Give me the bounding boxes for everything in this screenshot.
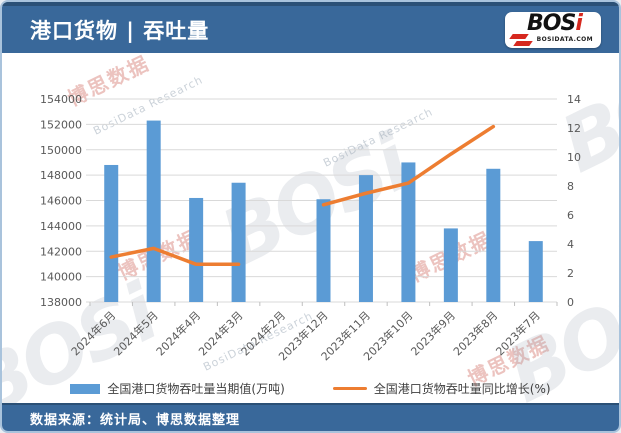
combo-chart: 138000 140000 142000 144000 146000 148000 1500… — [40, 93, 581, 363]
svg-text:14: 14 — [567, 93, 581, 106]
svg-text:4: 4 — [567, 238, 574, 251]
svg-text:146000: 146000 — [40, 195, 82, 208]
svg-text:2024年4月: 2024年4月 — [153, 308, 203, 358]
svg-text:2023年9月: 2023年9月 — [408, 308, 458, 358]
header-bar: 港口货物 | 吞吐量 BOSi BOSIDATA.COM — [2, 2, 619, 53]
page-title: 港口货物 | 吞吐量 — [30, 18, 210, 43]
legend-label-growth: 全国港口货物吞吐量同比增长(%) — [373, 382, 551, 396]
data-source-text: 数据来源：统计局、博思数据整理 — [30, 412, 241, 428]
svg-text:140000: 140000 — [40, 271, 82, 284]
svg-text:144000: 144000 — [40, 220, 82, 233]
svg-text:6: 6 — [567, 209, 574, 222]
chart-legend: 全国港口货物吞吐量当期值(万吨) 全国港口货物吞吐量同比增长(%) — [2, 380, 619, 397]
svg-text:2023年8月: 2023年8月 — [450, 308, 500, 358]
logo-text-main: BOS — [527, 11, 576, 36]
svg-text:8: 8 — [567, 180, 574, 193]
svg-text:2024年5月: 2024年5月 — [111, 308, 161, 358]
legend-item-growth: 全国港口货物吞吐量同比增长(%) — [332, 380, 551, 397]
svg-text:138000: 138000 — [40, 296, 82, 309]
line-swatch-icon — [332, 387, 367, 390]
svg-text:2: 2 — [567, 267, 574, 280]
logo-text: BOSi — [527, 11, 583, 36]
logo-text-i: i — [575, 11, 582, 36]
logo-stripe-icon — [509, 33, 529, 39]
legend-label-throughput: 全国港口货物吞吐量当期值(万吨) — [107, 382, 285, 396]
logo-stripe-icon — [513, 40, 533, 46]
svg-text:0: 0 — [567, 296, 574, 309]
svg-text:2023年7月: 2023年7月 — [493, 308, 543, 358]
svg-text:10: 10 — [567, 151, 581, 164]
footer-bar: 数据来源：统计局、博思数据整理 — [2, 403, 619, 431]
legend-item-throughput: 全国港口货物吞吐量当期值(万吨) — [70, 380, 285, 397]
svg-text:154000: 154000 — [40, 93, 82, 106]
logo-subtext: BOSIDATA.COM — [536, 35, 593, 43]
brand-logo: BOSi BOSIDATA.COM — [505, 11, 601, 48]
svg-text:148000: 148000 — [40, 169, 82, 182]
svg-text:12: 12 — [567, 122, 581, 135]
svg-text:142000: 142000 — [40, 245, 82, 258]
svg-text:150000: 150000 — [40, 144, 82, 157]
svg-text:152000: 152000 — [40, 118, 82, 131]
bar-swatch-icon — [70, 383, 101, 394]
svg-text:2024年3月: 2024年3月 — [196, 308, 246, 358]
chart-area: 博思数据 BosiData Research 博思数据 BosiData Res… — [2, 25, 619, 431]
svg-text:2024年6月: 2024年6月 — [68, 308, 118, 358]
